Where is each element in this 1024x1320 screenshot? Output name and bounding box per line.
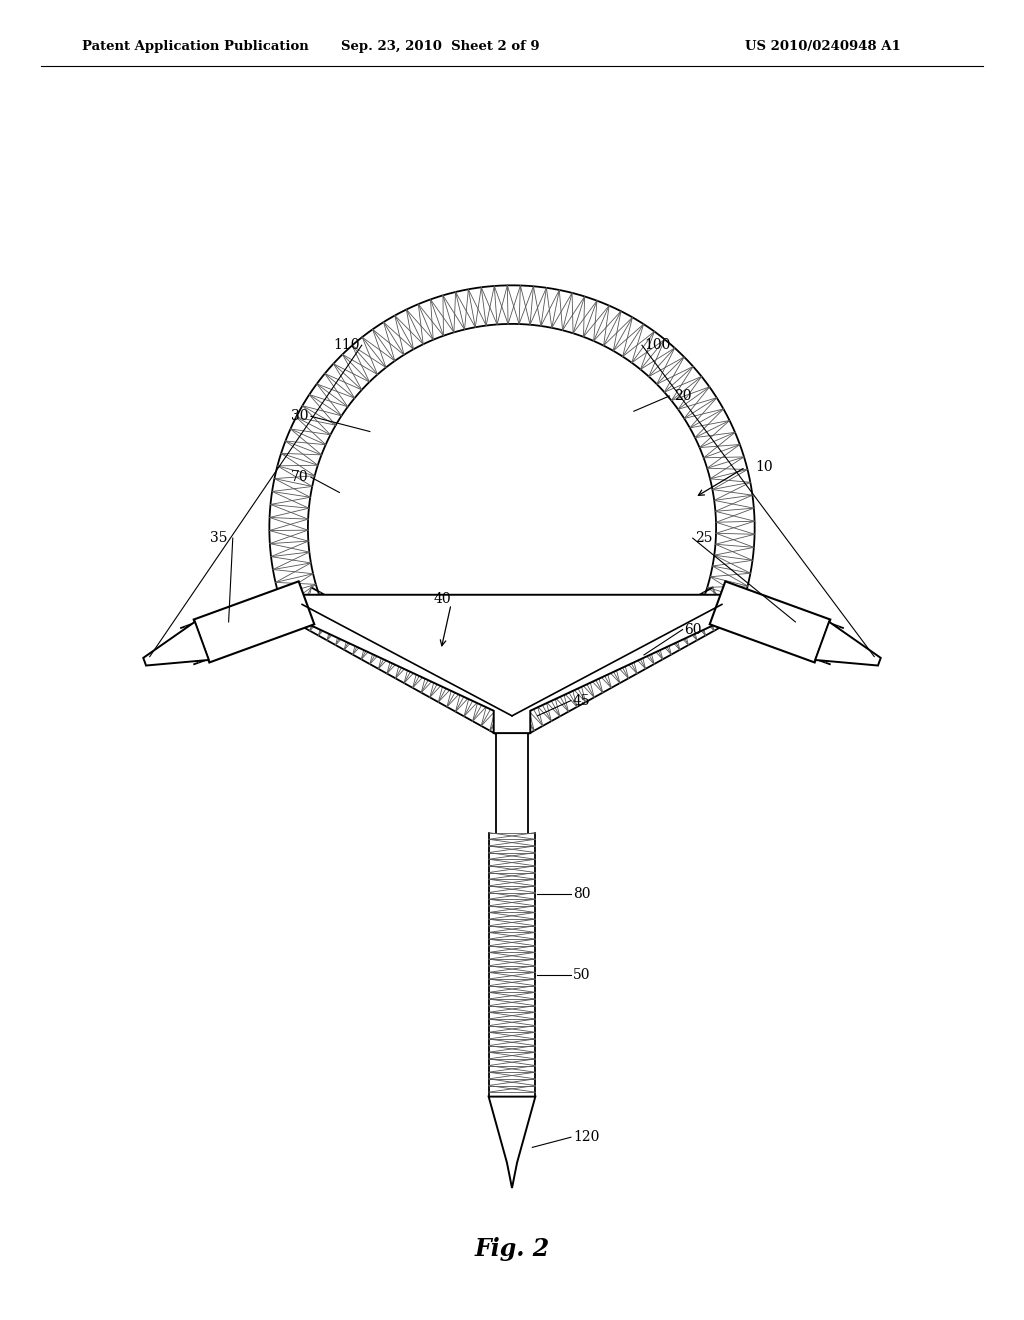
Polygon shape [488,1097,536,1188]
Polygon shape [287,595,737,733]
Text: 110: 110 [333,338,359,352]
Text: 20: 20 [675,389,692,403]
Text: 50: 50 [572,968,591,982]
Polygon shape [716,586,843,664]
Text: Sep. 23, 2010  Sheet 2 of 9: Sep. 23, 2010 Sheet 2 of 9 [341,40,540,53]
Polygon shape [488,833,536,1097]
Text: Patent Application Publication: Patent Application Publication [82,40,308,53]
Polygon shape [496,733,528,833]
Text: 40: 40 [433,593,452,606]
Polygon shape [293,587,521,738]
Polygon shape [194,581,314,663]
Text: 25: 25 [694,531,713,545]
Polygon shape [143,622,209,665]
Text: 120: 120 [572,1130,599,1144]
Text: 30: 30 [292,409,309,424]
Text: US 2010/0240948 A1: US 2010/0240948 A1 [745,40,901,53]
Text: 70: 70 [291,470,309,484]
Text: 10: 10 [756,461,773,474]
Text: 60: 60 [685,623,702,636]
Text: 35: 35 [210,531,227,545]
Polygon shape [181,586,308,664]
Text: Fig. 2: Fig. 2 [474,1237,550,1261]
Polygon shape [815,622,881,665]
Polygon shape [269,285,755,611]
Text: 100: 100 [644,338,671,352]
Text: 80: 80 [572,887,591,900]
Polygon shape [710,581,830,663]
Polygon shape [503,587,731,738]
Text: 45: 45 [572,693,591,708]
